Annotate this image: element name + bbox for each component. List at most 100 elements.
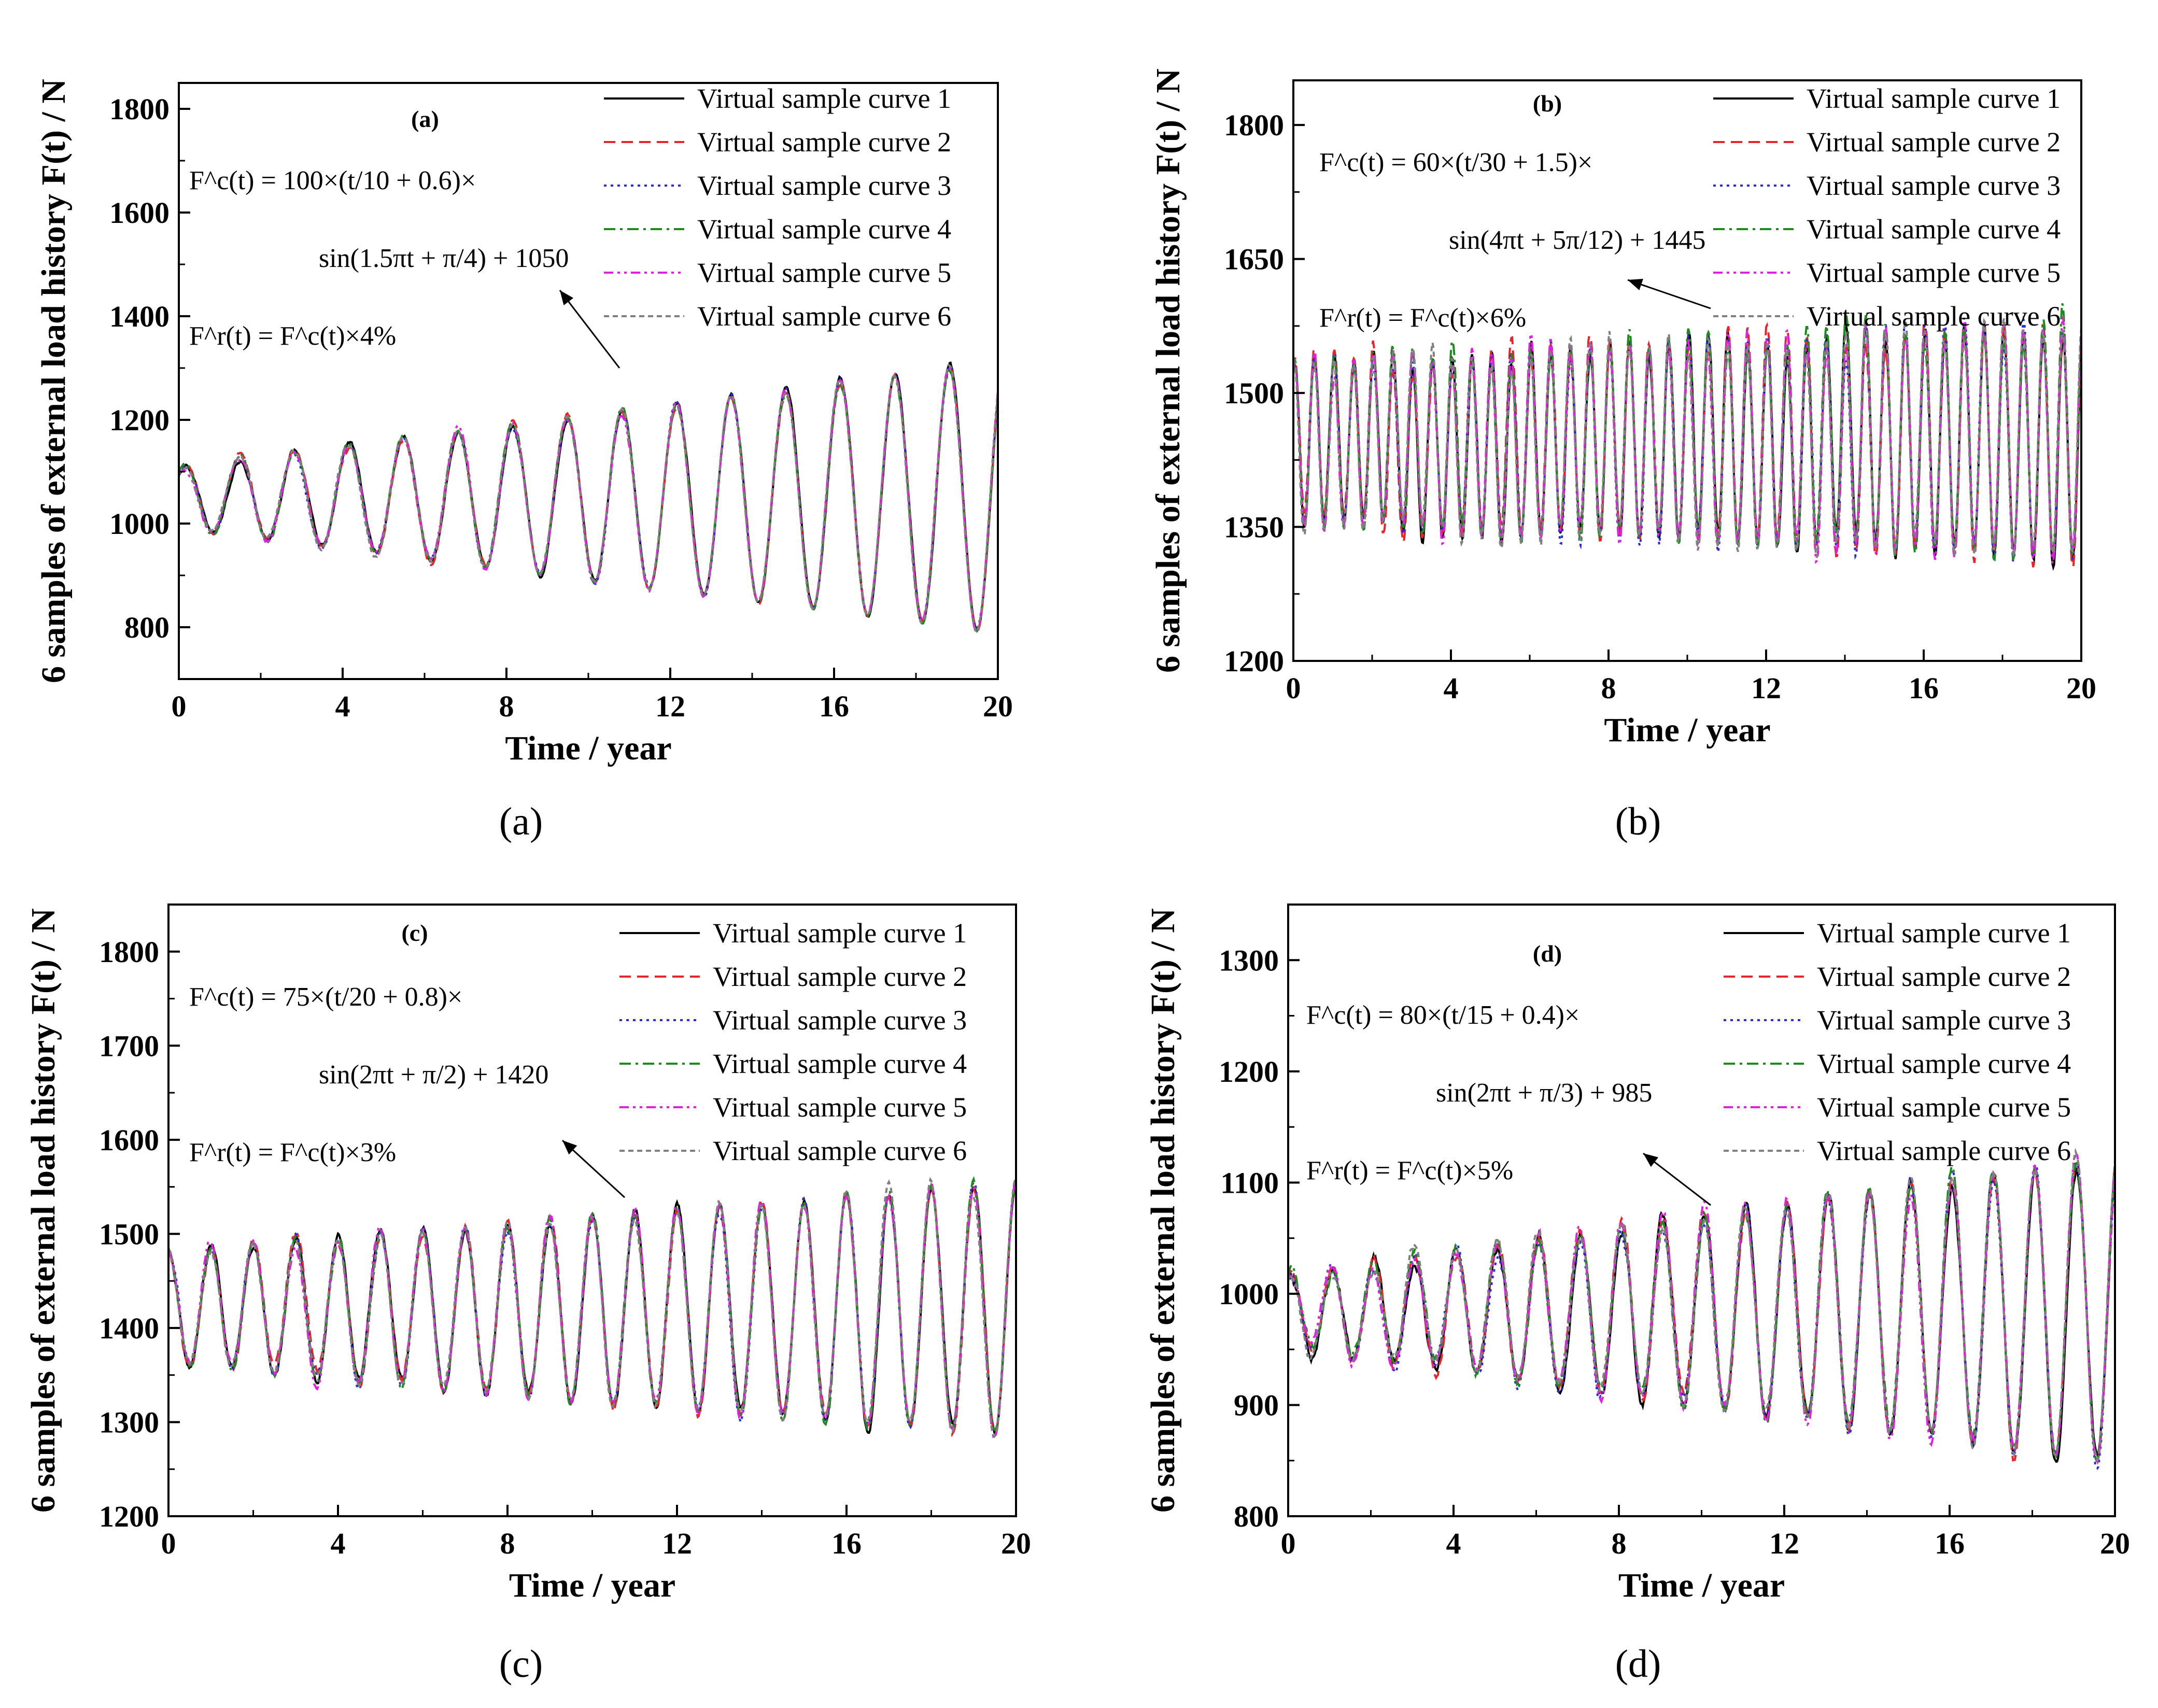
legend-label-1: Virtual sample curve 1 bbox=[713, 917, 967, 949]
y-tick-label: 800 bbox=[124, 611, 170, 644]
x-tick-label: 12 bbox=[655, 689, 685, 723]
legend-label-3: Virtual sample curve 3 bbox=[713, 1005, 967, 1036]
y-tick-label: 1200 bbox=[109, 403, 170, 437]
series-line-6 bbox=[1293, 317, 2081, 558]
legend-label-1: Virtual sample curve 1 bbox=[1807, 83, 2061, 114]
y-tick-label: 1200 bbox=[99, 1500, 159, 1533]
formula-line-3: F^r(t) = F^c(t)×5% bbox=[1306, 1156, 1513, 1185]
chart-panel-c: 0 4 8 12 16 20 1200 1300 1400 1500 1600 1700 1800 Tim… bbox=[24, 904, 1031, 1604]
panel-caption: (a) bbox=[499, 800, 543, 843]
formula-line-2: sin(1.5πt + π/4) + 1050 bbox=[319, 244, 569, 273]
x-tick-label: 12 bbox=[662, 1527, 692, 1560]
y-tick-label: 1500 bbox=[99, 1217, 159, 1251]
legend-label-6: Virtual sample curve 6 bbox=[1807, 301, 2061, 332]
series-group bbox=[1288, 1148, 2115, 1470]
y-tick-label: 1800 bbox=[99, 935, 159, 969]
y-tick-label: 1400 bbox=[99, 1311, 159, 1345]
formula-line-2: sin(2πt + π/3) + 985 bbox=[1436, 1078, 1652, 1108]
legend: Virtual sample curve 1 Virtual sample cur… bbox=[1713, 83, 2061, 332]
x-tick-label: 20 bbox=[983, 689, 1013, 723]
arrow-head bbox=[1628, 278, 1643, 291]
chart-panel-a: 0 4 8 12 16 20 800 1000 1200 1400 1600 1800 Time / y… bbox=[35, 79, 1013, 767]
legend-label-2: Virtual sample curve 2 bbox=[1817, 961, 2071, 992]
arrow-head bbox=[562, 1140, 577, 1155]
x-tick-label: 0 bbox=[1286, 671, 1301, 705]
legend-label-2: Virtual sample curve 2 bbox=[713, 961, 967, 992]
legend-label-5: Virtual sample curve 5 bbox=[1807, 257, 2061, 288]
legend-label-3: Virtual sample curve 3 bbox=[697, 170, 951, 201]
y-tick-label: 1100 bbox=[1220, 1166, 1279, 1199]
panel-tag: (a) bbox=[411, 106, 439, 132]
legend-label-4: Virtual sample curve 4 bbox=[697, 214, 951, 245]
formula-line-1: F^c(t) = 100×(t/10 + 0.6)× bbox=[189, 166, 476, 195]
x-tick-label: 8 bbox=[499, 689, 514, 723]
series-line-2 bbox=[1288, 1155, 2115, 1465]
series-line-1 bbox=[179, 361, 998, 632]
formula-line-1: F^c(t) = 60×(t/30 + 1.5)× bbox=[1319, 148, 1592, 177]
formula-line-1: F^c(t) = 80×(t/15 + 0.4)× bbox=[1306, 1000, 1579, 1030]
y-tick-label: 1700 bbox=[99, 1029, 159, 1063]
legend-label-5: Virtual sample curve 5 bbox=[1817, 1092, 2071, 1123]
x-tick-label: 12 bbox=[1751, 671, 1781, 705]
x-axis-title: Time / year bbox=[1604, 711, 1770, 749]
x-tick-label: 4 bbox=[1446, 1527, 1461, 1560]
legend-label-6: Virtual sample curve 6 bbox=[697, 301, 951, 332]
panel-caption: (b) bbox=[1615, 800, 1661, 843]
annotation-arrow bbox=[1627, 279, 1711, 309]
series-line-5 bbox=[179, 365, 998, 634]
x-tick-label: 16 bbox=[831, 1527, 862, 1560]
chart-panel-d: 0 4 8 12 16 20 800 900 1000 1100 1200 1300 Time / ye… bbox=[1144, 904, 2130, 1604]
legend-label-3: Virtual sample curve 3 bbox=[1817, 1005, 2071, 1036]
y-tick-label: 1000 bbox=[109, 507, 170, 541]
legend: Virtual sample curve 1 Virtual sample cur… bbox=[1724, 917, 2071, 1166]
formula-line-3: F^r(t) = F^c(t)×3% bbox=[189, 1138, 396, 1167]
formula-line-3: F^r(t) = F^c(t)×6% bbox=[1319, 303, 1526, 333]
x-tick-label: 16 bbox=[1909, 671, 1939, 705]
legend-label-1: Virtual sample curve 1 bbox=[1817, 917, 2071, 949]
series-line-6 bbox=[1288, 1148, 2115, 1464]
y-tick-label: 1300 bbox=[1219, 943, 1279, 977]
x-tick-label: 0 bbox=[1281, 1527, 1296, 1560]
y-tick-label: 1600 bbox=[109, 196, 170, 230]
y-tick-label: 1200 bbox=[1224, 644, 1284, 678]
x-tick-label: 12 bbox=[1769, 1527, 1799, 1560]
annotation-arrow bbox=[559, 290, 620, 369]
x-tick-label: 20 bbox=[2100, 1527, 2130, 1560]
y-tick-label: 1500 bbox=[1224, 376, 1284, 410]
x-tick-label: 0 bbox=[172, 689, 187, 723]
x-tick-label: 4 bbox=[1444, 671, 1459, 705]
series-group bbox=[179, 361, 998, 634]
legend-label-3: Virtual sample curve 3 bbox=[1807, 170, 2061, 201]
panel-tag: (d) bbox=[1533, 940, 1562, 967]
y-axis-title: 6 samples of external load history F(t) … bbox=[24, 908, 62, 1513]
x-axis-title: Time / year bbox=[505, 729, 671, 767]
legend-label-2: Virtual sample curve 2 bbox=[1807, 126, 2061, 158]
panel-caption: (c) bbox=[499, 1642, 543, 1686]
formula-line-2: sin(4πt + 5π/12) + 1445 bbox=[1449, 225, 1705, 255]
y-tick-label: 900 bbox=[1234, 1388, 1279, 1422]
series-line-4 bbox=[1288, 1162, 2115, 1463]
x-tick-label: 8 bbox=[500, 1527, 515, 1560]
chart-panel-b: 0 4 8 12 16 20 1200 1350 1500 1650 1800 Time / year… bbox=[1149, 68, 2096, 749]
series-group bbox=[168, 1176, 1016, 1440]
y-tick-label: 1000 bbox=[1219, 1277, 1279, 1311]
legend-label-4: Virtual sample curve 4 bbox=[1817, 1048, 2071, 1079]
legend-label-6: Virtual sample curve 6 bbox=[713, 1135, 967, 1166]
legend-label-2: Virtual sample curve 2 bbox=[697, 126, 951, 158]
x-tick-label: 8 bbox=[1601, 671, 1616, 705]
y-tick-label: 1600 bbox=[99, 1123, 159, 1157]
series-group bbox=[1293, 303, 2081, 571]
arrow-head bbox=[560, 290, 574, 306]
x-tick-label: 16 bbox=[1935, 1527, 1965, 1560]
y-tick-label: 1350 bbox=[1224, 511, 1284, 544]
y-axis-title: 6 samples of external load history F(t) … bbox=[1149, 68, 1187, 673]
series-line-6 bbox=[168, 1177, 1016, 1438]
x-tick-label: 16 bbox=[819, 689, 849, 723]
y-axis-title: 6 samples of external load history F(t) … bbox=[35, 79, 73, 683]
x-axis-title: Time / year bbox=[1618, 1566, 1785, 1604]
series-line-2 bbox=[179, 366, 998, 631]
x-tick-label: 4 bbox=[331, 1527, 346, 1560]
x-axis-title: Time / year bbox=[509, 1566, 675, 1604]
y-tick-label: 1300 bbox=[99, 1405, 159, 1439]
